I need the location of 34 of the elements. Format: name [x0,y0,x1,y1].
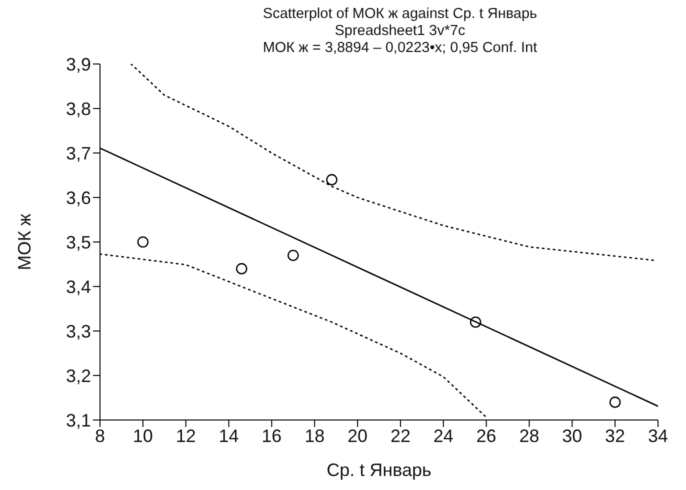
x-tick-label: 10 [132,426,153,446]
x-tick-label: 24 [433,426,454,446]
point [236,263,248,274]
y-tick-label: 3,4 [66,276,91,297]
line-series [130,64,654,261]
chart-title: Scatterplot of МОК ж against Ср. t Январь [262,6,538,23]
x-tick-label: 32 [605,426,626,446]
x-tick-label: 28 [519,426,540,446]
point [288,250,299,261]
point [326,174,338,186]
y-tick-label: 3,2 [66,366,91,386]
x-tick-label: 8 [94,426,106,446]
x-tick-label: 18 [304,426,325,446]
x-tick-label: 14 [218,426,239,446]
point [609,396,621,408]
x-tick-label: 34 [648,426,668,446]
x-tick-label: 20 [348,426,368,446]
y-axis-title: МОК ж [14,214,34,270]
y-tick-label: 3,8 [66,98,91,119]
chart-subtitle: Spreadsheet1 3v*7c МОК ж = 3,8894 – 0,0223•x; 0,95 Conf. Int [262,23,538,57]
y-tick-label: 3,6 [66,188,91,208]
y-tick-label: 3,3 [66,321,91,342]
y-tick-label: 3,1 [66,410,91,430]
x-axis-title: Ср. t Январь [326,460,432,480]
y-tick-label: 3,5 [66,232,91,252]
x-tick-label: 26 [476,426,496,446]
x-tick-label: 12 [176,426,196,446]
y-tick-label: 3,7 [66,143,91,164]
x-tick-label: 22 [390,426,410,446]
point [137,236,149,248]
x-tick-label: 16 [262,426,282,446]
y-tick-label: 3,9 [66,54,91,74]
x-tick-label: 30 [562,426,582,446]
point [470,316,482,328]
